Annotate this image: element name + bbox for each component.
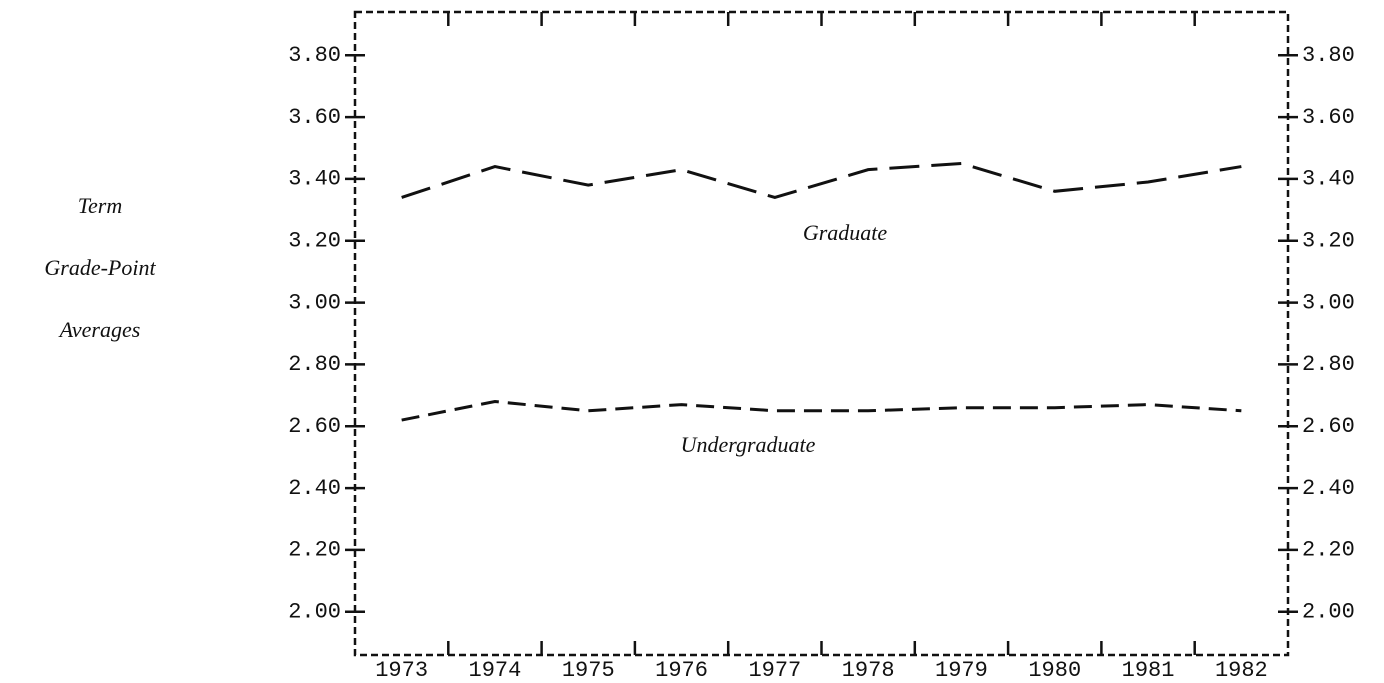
series-label: Undergraduate [681,432,816,457]
y2-tick-label: 3.00 [1302,290,1355,315]
x-tick-label: 1974 [469,658,522,683]
y-tick-label: 2.60 [288,414,341,439]
series-line [401,399,1242,422]
y2-tick-label: 2.60 [1302,414,1355,439]
y2-tick-label: 3.80 [1302,43,1355,68]
y-tick-label: 3.60 [288,105,341,130]
y-axis-label: Averages [58,317,141,342]
y2-tick-label: 2.00 [1302,600,1355,625]
y-tick-label: 3.20 [288,229,341,254]
y2-tick-label: 3.20 [1302,229,1355,254]
y-tick-label: 3.00 [288,290,341,315]
x-tick-label: 1980 [1028,658,1081,683]
y-tick-label: 2.00 [288,600,341,625]
y2-tick-label: 2.80 [1302,352,1355,377]
y2-tick-label: 3.60 [1302,105,1355,130]
x-tick-label: 1976 [655,658,708,683]
y2-tick-label: 3.40 [1302,167,1355,192]
series-line [401,161,1242,200]
y2-tick-label: 2.20 [1302,538,1355,563]
y2-tick-label: 2.40 [1302,476,1355,501]
y-tick-label: 3.40 [288,167,341,192]
plot-frame [353,10,1290,657]
x-tick-label: 1981 [1122,658,1175,683]
y-tick-label: 3.80 [288,43,341,68]
x-tick-label: 1978 [842,658,895,683]
y-axis-label: Grade-Point [44,255,156,280]
x-tick-label: 1973 [375,658,428,683]
x-tick-label: 1975 [562,658,615,683]
x-tick-label: 1979 [935,658,988,683]
x-tick-label: 1977 [748,658,801,683]
y-axis-label: Term [78,193,122,218]
y-tick-label: 2.40 [288,476,341,501]
y-tick-label: 2.80 [288,352,341,377]
x-tick-label: 1982 [1215,658,1268,683]
series-label: Graduate [803,220,888,245]
y-tick-label: 2.20 [288,538,341,563]
